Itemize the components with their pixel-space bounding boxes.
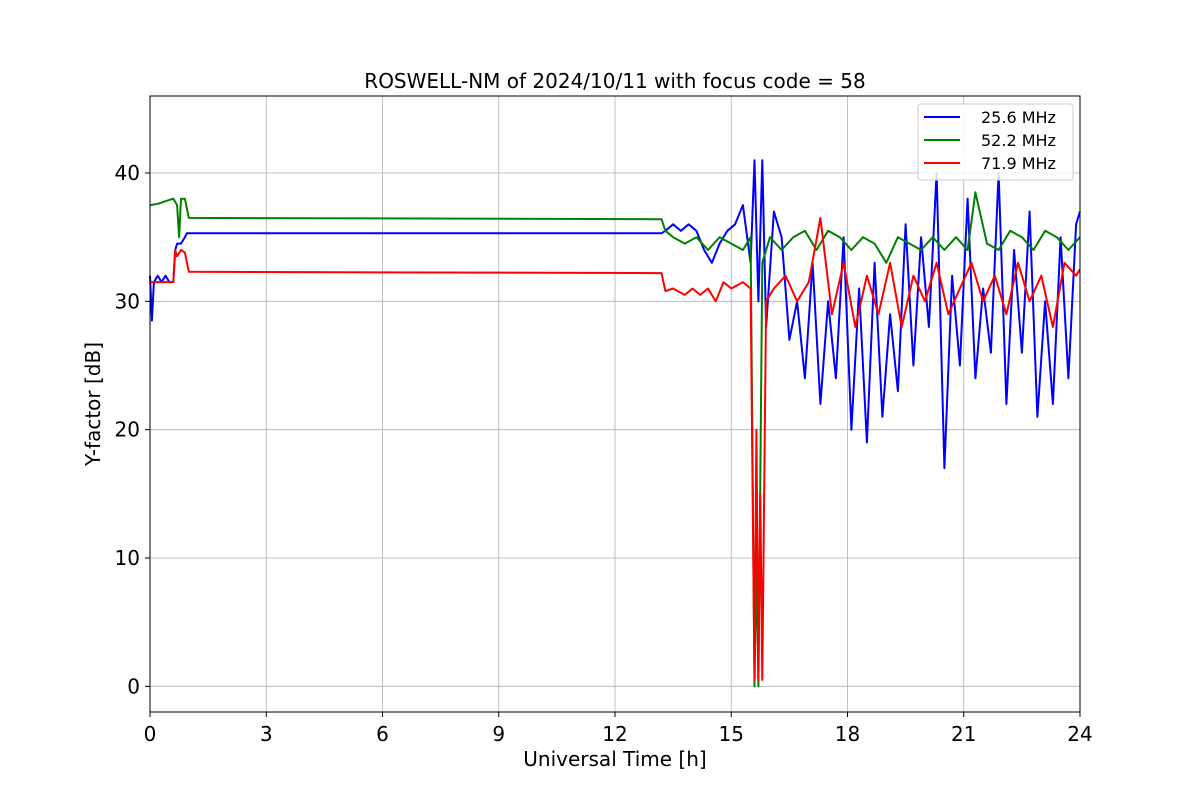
legend-box (917, 103, 1074, 181)
chart-title: ROSWELL-NM of 2024/10/11 with focus code… (364, 69, 865, 93)
y-tick-label: 10 (115, 546, 140, 570)
legend-label-25-6: 25.6 MHz (981, 108, 1056, 127)
x-tick-label: 18 (835, 722, 860, 746)
x-axis-label: Universal Time [h] (523, 747, 706, 771)
legend: 25.6 MHz 52.2 MHz 71.9 MHz (917, 103, 1074, 181)
y-tick-label: 0 (127, 674, 140, 698)
x-tick-label: 15 (719, 722, 744, 746)
x-tick-label: 6 (376, 722, 389, 746)
x-tick-label: 24 (1067, 722, 1092, 746)
y-tick-label: 30 (115, 289, 140, 313)
x-tick-label: 3 (260, 722, 273, 746)
y-tick-label: 20 (115, 418, 140, 442)
series-line-1 (149, 191, 1081, 688)
y-axis-label: Y-factor [dB] (81, 342, 105, 467)
series-layer (149, 159, 1081, 688)
legend-label-71-9: 71.9 MHz (981, 154, 1056, 173)
x-tick-label: 12 (602, 722, 627, 746)
x-axis: 0 3 6 9 12 15 18 21 24 (144, 712, 1093, 746)
legend-label-52-2: 52.2 MHz (981, 131, 1056, 150)
x-tick-label: 21 (951, 722, 976, 746)
series-line-2 (150, 216, 1081, 681)
y-axis: 0 10 20 30 40 (115, 161, 150, 698)
series-line-0 (149, 159, 1081, 470)
x-tick-label: 0 (144, 722, 157, 746)
y-tick-label: 40 (115, 161, 140, 185)
x-tick-label: 9 (492, 722, 505, 746)
